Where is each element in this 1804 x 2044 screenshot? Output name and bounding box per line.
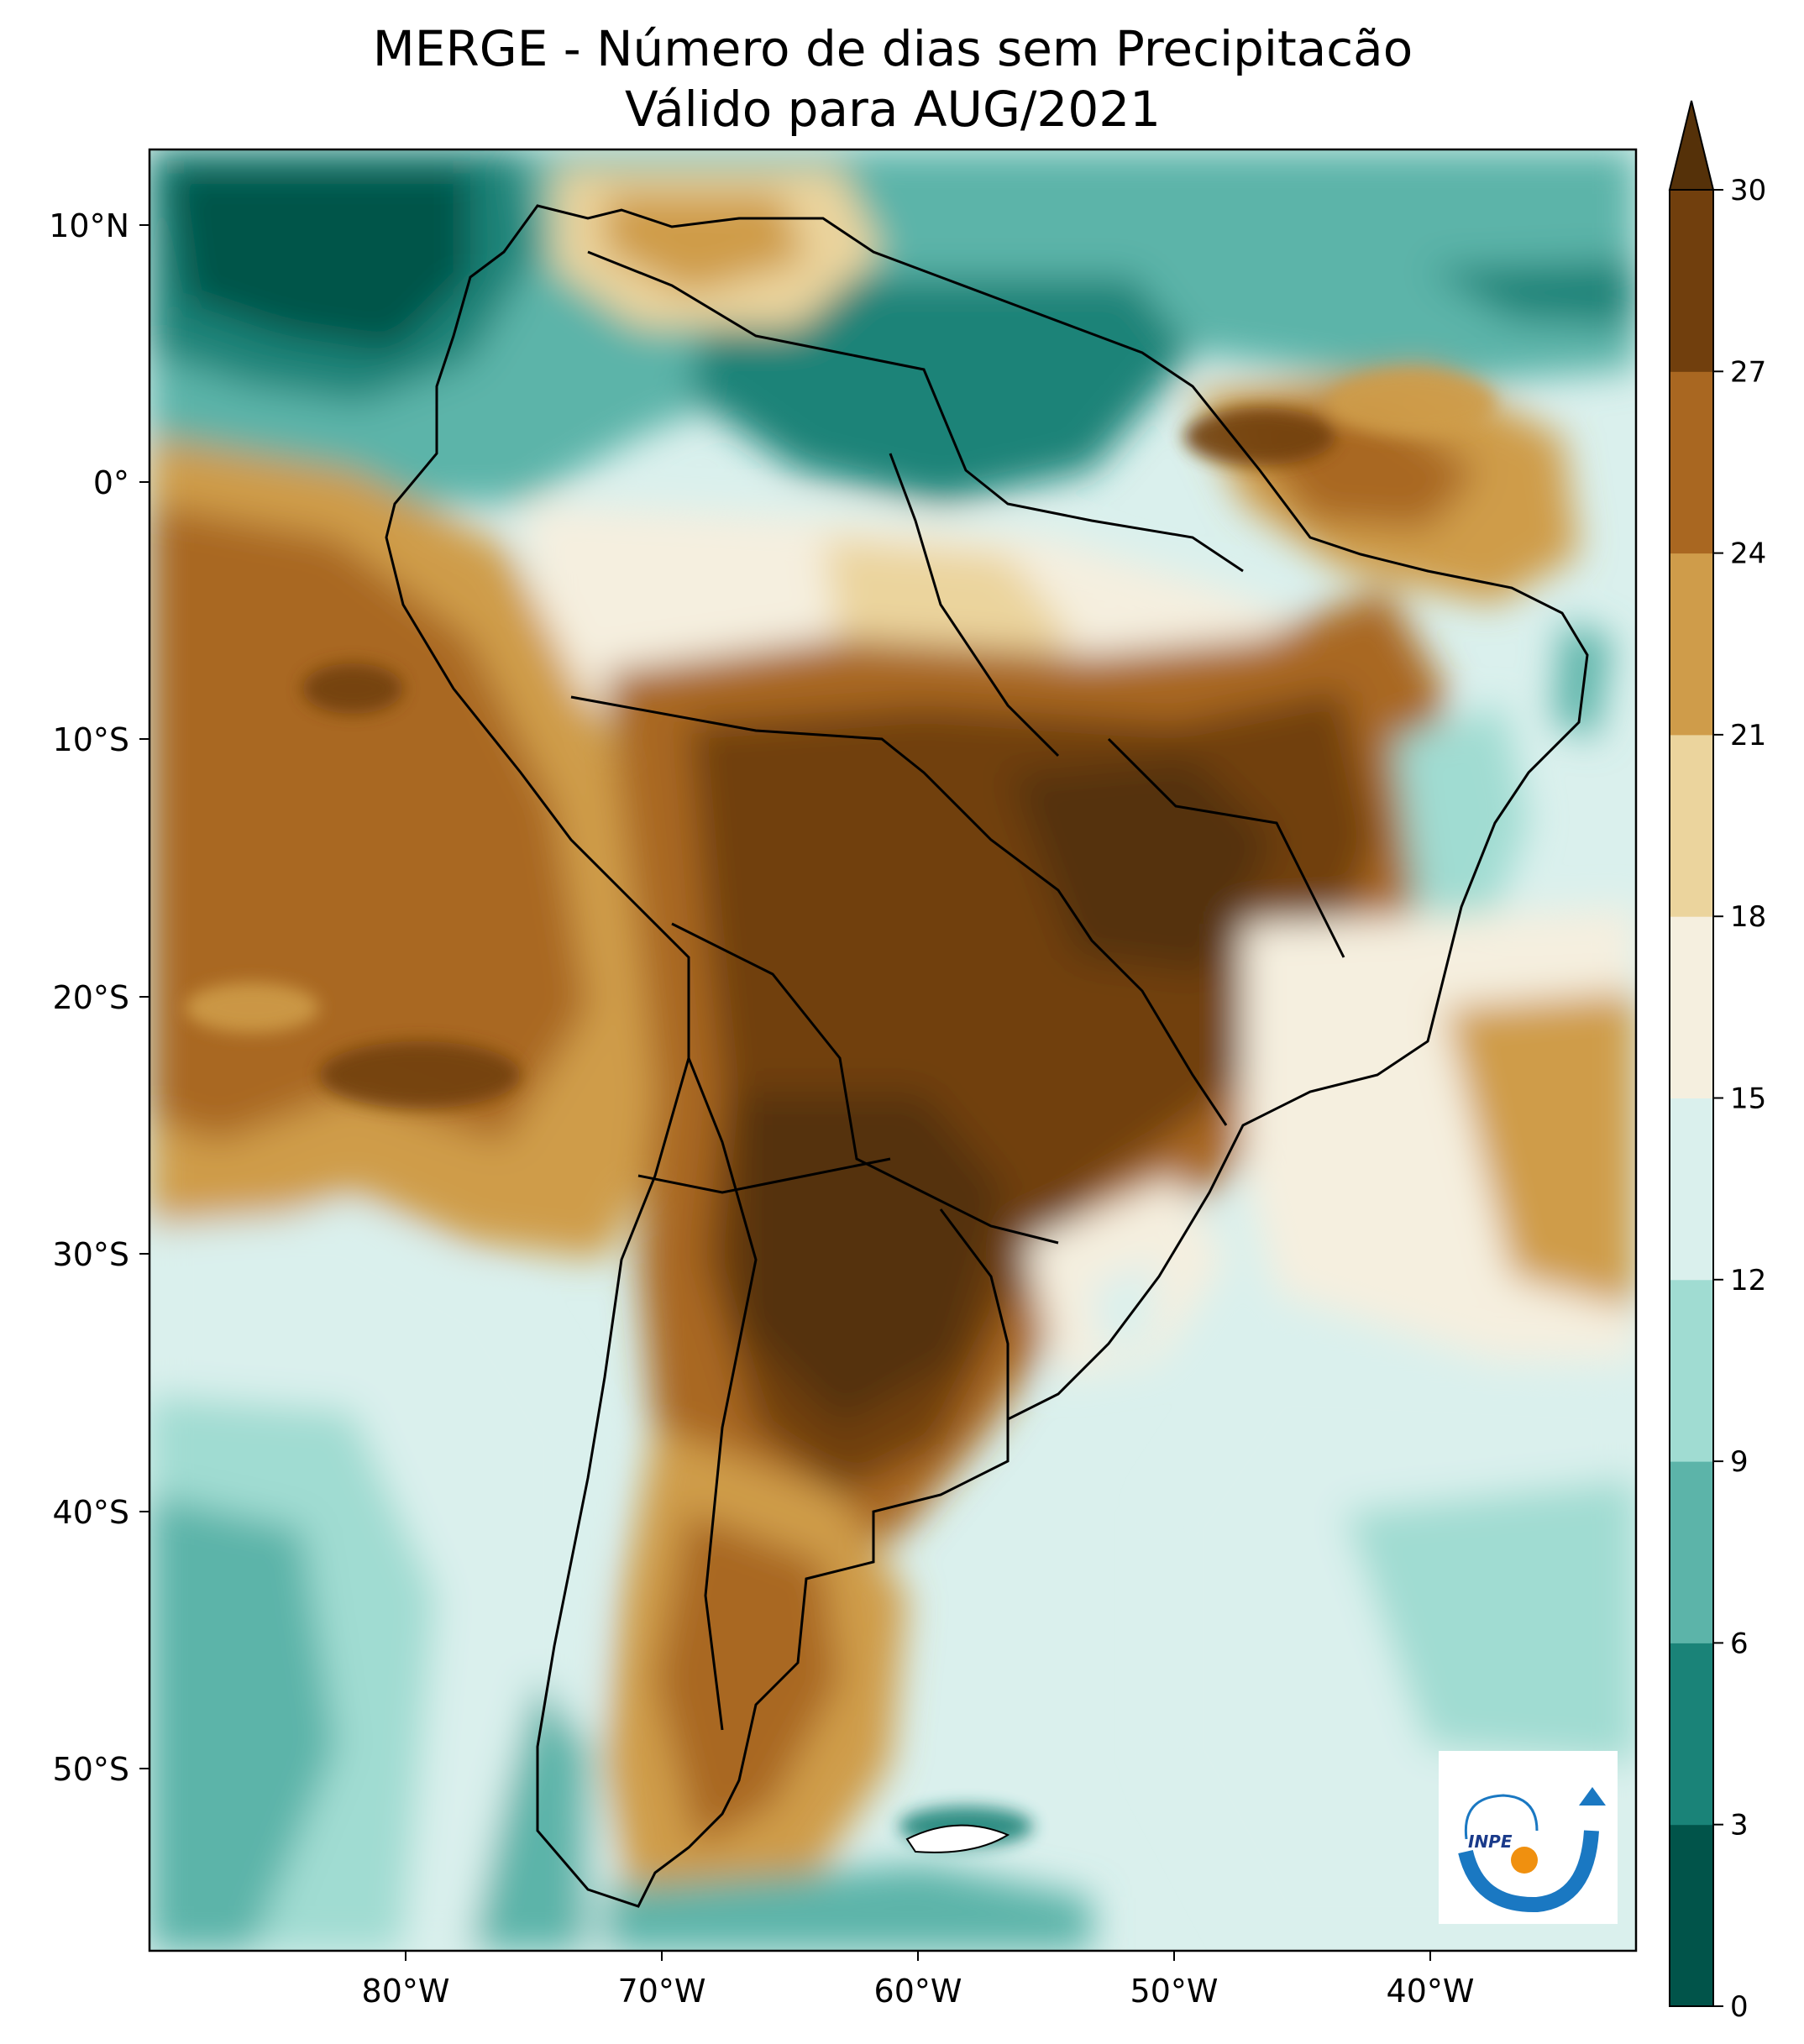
logo-text: INPE <box>1468 1832 1513 1852</box>
colorbar-segment <box>1670 553 1713 736</box>
colorbar-tick-label: 21 <box>1730 719 1766 752</box>
map-title: MERGE - Número de dias sem Precipitacão … <box>149 18 1636 139</box>
colorbar-tick-label: 18 <box>1730 900 1766 934</box>
logo-orbit <box>1464 1794 1539 1840</box>
falkland-islands <box>905 1824 1010 1853</box>
colorbar-segment <box>1670 190 1713 372</box>
lon-label-80w: 80°W <box>362 1973 450 2010</box>
colorbar-segment <box>1670 734 1713 917</box>
colorbar-tick-label: 12 <box>1730 1264 1766 1297</box>
colorbar-tick-label: 6 <box>1730 1627 1749 1660</box>
colorbar-tick-label: 27 <box>1730 355 1766 389</box>
lat-label-10n: 10°N <box>49 207 129 244</box>
logo-swoosh <box>1458 1830 1599 1913</box>
coastline-and-borders <box>385 204 1589 1908</box>
lon-label-40w: 40°W <box>1387 1973 1475 2010</box>
lat-ticks: 10°N 0° 10°S 20°S 30°S 40°S 50°S <box>49 207 149 1788</box>
colorbar-segment <box>1670 1279 1713 1462</box>
colorbar-tick-label: 3 <box>1730 1809 1749 1842</box>
precipitation-field <box>149 149 1636 1951</box>
colorbar-segment <box>1670 371 1713 554</box>
colorbar-segment <box>1670 1098 1713 1281</box>
colorbar-ticks: 0 3 6 9 12 15 18 21 24 27 30 <box>1713 174 1766 2024</box>
colorbar-tick-label: 30 <box>1730 174 1766 207</box>
colorbar-segment <box>1670 1824 1713 2007</box>
lat-label-40s: 40°S <box>53 1494 129 1531</box>
colorbar-segment <box>1670 1461 1713 1643</box>
colorbar-tick-label: 15 <box>1730 1082 1766 1116</box>
colorbar-segments <box>1670 190 1713 2007</box>
colorbar: 0 3 6 9 12 15 18 21 24 27 30 <box>1668 100 1766 2024</box>
lat-label-20s: 20°S <box>53 979 129 1016</box>
logo-sun <box>1511 1847 1538 1874</box>
colorbar-segment <box>1670 916 1713 1098</box>
lat-label-30s: 30°S <box>53 1236 129 1273</box>
lat-label-10s: 10°S <box>53 721 129 758</box>
lon-label-60w: 60°W <box>874 1973 962 2010</box>
colorbar-tick-label: 9 <box>1730 1445 1749 1479</box>
lon-label-70w: 70°W <box>618 1973 706 2010</box>
colorbar-extend-arrow <box>1668 100 1715 191</box>
logo-arrow <box>1579 1787 1606 1806</box>
colorbar-tick-label: 0 <box>1730 1990 1749 2024</box>
inpe-logo: INPE <box>1439 1751 1618 1924</box>
title-line-1: MERGE - Número de dias sem Precipitacão <box>372 20 1413 77</box>
colorbar-tick-label: 24 <box>1730 537 1766 571</box>
lat-label-0: 0° <box>93 464 129 501</box>
colorbar-segment <box>1670 1643 1713 1826</box>
map-frame <box>148 148 1638 1952</box>
lat-label-50s: 50°S <box>53 1751 129 1788</box>
title-line-2: Válido para AUG/2021 <box>624 81 1162 138</box>
lon-label-50w: 50°W <box>1130 1973 1219 2010</box>
lon-ticks: 80°W 70°W 60°W 50°W 40°W <box>362 1951 1475 2010</box>
